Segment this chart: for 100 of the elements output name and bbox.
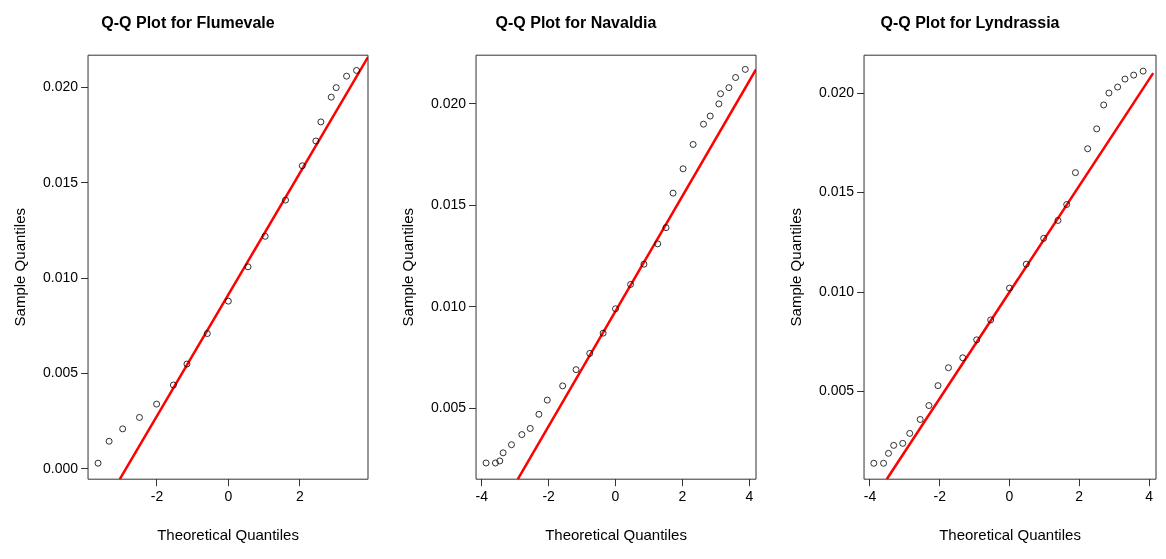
- point: [105, 437, 113, 445]
- y-tick-label: 0.020: [42, 78, 79, 95]
- point: [1072, 169, 1079, 177]
- point: [203, 330, 211, 337]
- point: [1100, 101, 1108, 109]
- y-tick-label: 0.020: [430, 94, 467, 111]
- point: [183, 360, 191, 368]
- point: [94, 459, 102, 467]
- point: [572, 366, 580, 374]
- x-axis-title: Theoretical Quantiles: [545, 526, 687, 544]
- point: [916, 416, 924, 423]
- x-tick-label: 4: [1145, 488, 1154, 505]
- point: [706, 112, 714, 120]
- point: [627, 281, 634, 288]
- x-tick-label: 4: [745, 488, 754, 505]
- point: [499, 449, 507, 457]
- x-tick-label: 0: [611, 488, 620, 505]
- point: [244, 263, 252, 271]
- point: [317, 118, 325, 126]
- point: [543, 396, 551, 404]
- point: [741, 66, 749, 73]
- point: [586, 350, 594, 357]
- x-tick-label: -2: [150, 488, 164, 505]
- point: [890, 441, 898, 449]
- point: [945, 364, 952, 372]
- point: [535, 410, 543, 418]
- point: [715, 100, 723, 108]
- point: [136, 414, 143, 421]
- chart-title: Q-Q Plot for Lyndrassia: [880, 14, 1060, 32]
- point: [496, 457, 504, 465]
- y-tick-label: 0.005: [818, 382, 855, 399]
- point: [700, 120, 707, 128]
- point: [119, 425, 127, 433]
- point: [482, 459, 490, 467]
- point: [1114, 83, 1122, 91]
- point: [870, 459, 878, 467]
- point: [224, 297, 232, 305]
- point: [1130, 71, 1138, 79]
- y-axis-title: Sample Quantiles: [787, 208, 805, 327]
- point: [1054, 217, 1062, 224]
- x-axis-title: Theoretical Quantiles: [157, 526, 299, 544]
- point: [987, 316, 995, 324]
- point: [669, 189, 677, 197]
- point: [880, 459, 887, 467]
- y-tick-label: 0.010: [42, 269, 79, 286]
- point: [725, 84, 733, 92]
- point: [1006, 284, 1013, 292]
- point: [508, 441, 515, 449]
- x-tick-label: 2: [295, 488, 304, 505]
- chart-title: Q-Q Plot for Flumevale: [101, 14, 275, 32]
- point: [899, 439, 907, 447]
- point: [1022, 260, 1030, 268]
- y-tick-label: 0.015: [42, 173, 79, 190]
- x-tick-label: -4: [863, 488, 877, 505]
- x-tick-label: 2: [678, 488, 687, 505]
- point: [1040, 234, 1048, 242]
- point: [1139, 67, 1147, 75]
- point: [343, 72, 350, 80]
- x-tick-label: -4: [475, 488, 489, 505]
- point: [612, 305, 619, 313]
- point: [526, 425, 534, 432]
- point: [662, 224, 670, 232]
- point: [261, 232, 269, 240]
- point: [518, 431, 526, 438]
- point: [689, 141, 697, 148]
- point: [717, 90, 724, 98]
- point: [654, 240, 662, 248]
- point: [282, 196, 289, 204]
- point: [169, 381, 177, 389]
- point: [1093, 125, 1101, 133]
- x-tick-label: -2: [933, 488, 947, 505]
- point: [312, 137, 320, 145]
- y-tick-label: 0.005: [430, 399, 467, 416]
- y-tick-label: 0.020: [818, 83, 855, 100]
- point: [934, 382, 942, 390]
- point: [973, 336, 981, 344]
- point: [353, 67, 360, 74]
- point: [599, 329, 607, 337]
- point: [640, 260, 648, 268]
- point: [153, 400, 160, 408]
- y-tick-label: 0.000: [42, 459, 79, 476]
- point: [559, 382, 567, 390]
- y-tick-label: 0.015: [430, 196, 467, 213]
- point: [298, 162, 306, 170]
- point: [679, 165, 687, 173]
- point: [906, 430, 914, 437]
- x-axis-title: Theoretical Quantiles: [939, 526, 1081, 544]
- point: [732, 74, 739, 81]
- point: [327, 93, 335, 101]
- y-axis-title: Sample Quantiles: [11, 208, 29, 327]
- x-tick-label: -2: [542, 488, 556, 505]
- point: [1084, 145, 1092, 153]
- x-tick-label: 2: [1075, 488, 1084, 505]
- point: [1121, 75, 1129, 83]
- y-axis-title: Sample Quantiles: [399, 208, 417, 327]
- point: [959, 354, 967, 362]
- point: [1063, 201, 1071, 208]
- point: [925, 402, 933, 409]
- chart-title: Q-Q Plot for Navaldia: [495, 14, 657, 32]
- y-tick-label: 0.010: [818, 282, 855, 299]
